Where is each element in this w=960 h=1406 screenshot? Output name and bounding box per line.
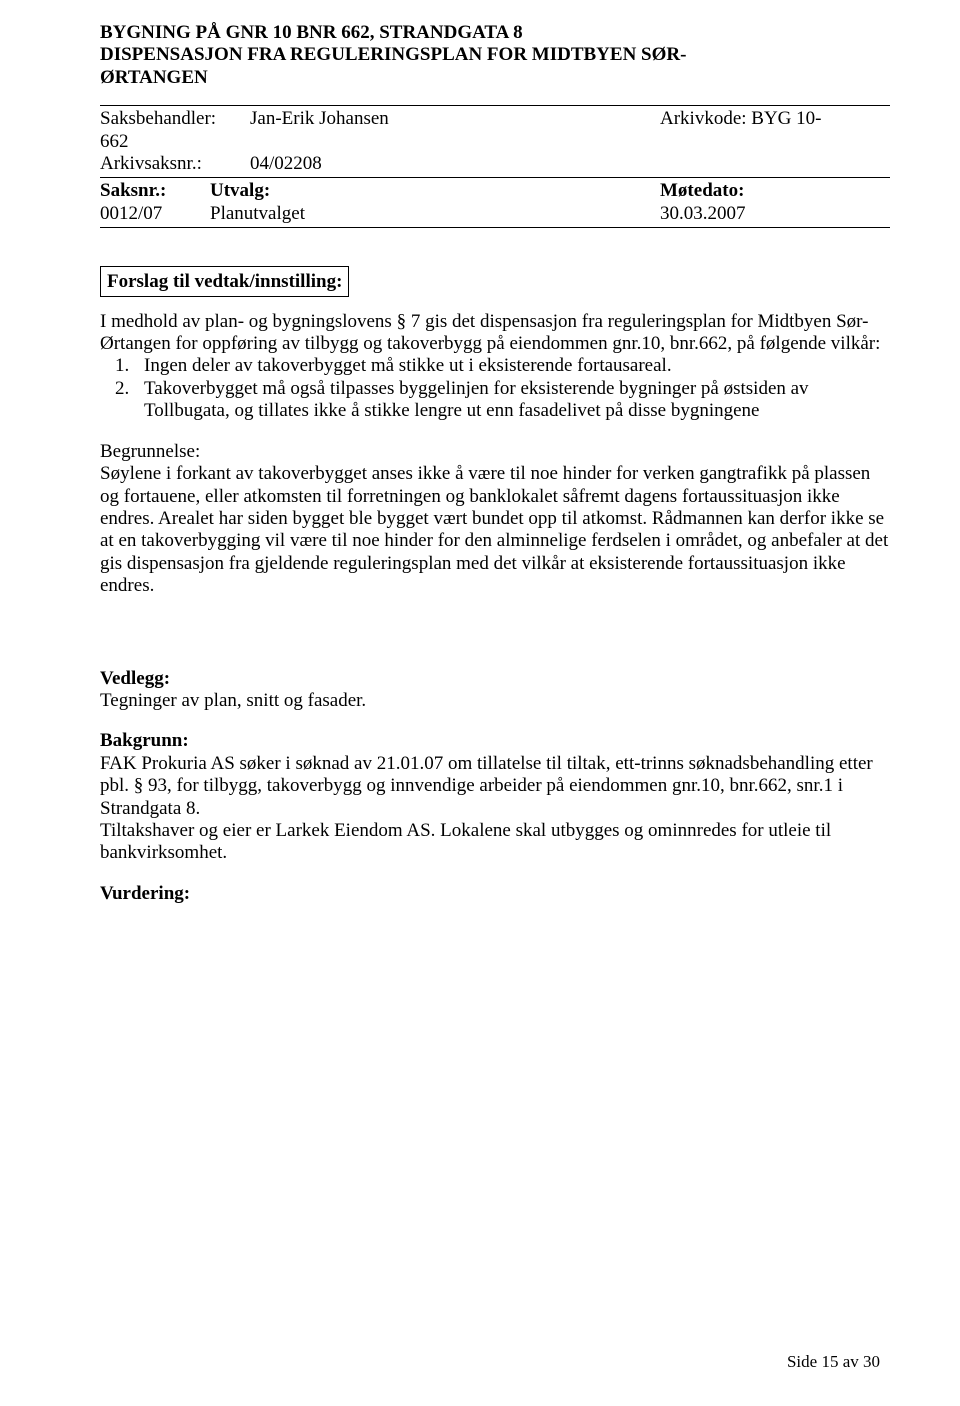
divider-top xyxy=(100,105,890,106)
divider-bottom xyxy=(100,227,890,228)
arkivsaksnr-label: Arkivsaksnr.: xyxy=(100,153,250,175)
row-arkivsaksnr: Arkivsaksnr.: 04/02208 xyxy=(100,153,890,175)
forslag-item-1: Ingen deler av takoverbygget må stikke u… xyxy=(134,355,890,377)
row-headings: Saksnr.: Utvalg: Møtedato: xyxy=(100,180,890,202)
arkivkode-cont: 662 xyxy=(100,131,250,153)
row-arkivkode-cont: 662 xyxy=(100,131,890,153)
forslag-title: Forslag til vedtak/innstilling: xyxy=(107,271,342,292)
row-saksbehandler: Saksbehandler: Jan-Erik Johansen Arkivko… xyxy=(100,108,890,130)
page-footer: Side 15 av 30 xyxy=(787,1352,880,1372)
bakgrunn-title: Bakgrunn: xyxy=(100,730,890,752)
saksbehandler-value: Jan-Erik Johansen xyxy=(250,108,660,130)
doc-title-line3: ØRTANGEN xyxy=(100,67,890,89)
forslag-intro: I medhold av plan- og bygningslovens § 7… xyxy=(100,311,890,356)
saksbehandler-label: Saksbehandler: xyxy=(100,108,250,130)
forslag-title-box: Forslag til vedtak/innstilling: xyxy=(100,266,349,296)
row-values: 0012/07 Planutvalget 30.03.2007 xyxy=(100,203,890,225)
vedlegg-title: Vedlegg: xyxy=(100,668,890,690)
vurdering-title: Vurdering: xyxy=(100,883,890,905)
vedlegg-body: Tegninger av plan, snitt og fasader. xyxy=(100,690,890,712)
begrunnelse-body: Søylene i forkant av takoverbygget anses… xyxy=(100,463,890,597)
begrunnelse-title: Begrunnelse: xyxy=(100,441,890,463)
saksnr-value: 0012/07 xyxy=(100,203,210,225)
bakgrunn-p1: FAK Prokuria AS søker i søknad av 21.01.… xyxy=(100,753,890,820)
forslag-item-2: Takoverbygget må også tilpasses byggelin… xyxy=(134,378,890,423)
arkivsaksnr-value: 04/02208 xyxy=(250,153,660,175)
document-page: BYGNING PÅ GNR 10 BNR 662, STRANDGATA 8 … xyxy=(0,0,960,1406)
motedato-label: Møtedato: xyxy=(660,180,890,202)
divider-mid xyxy=(100,177,890,178)
motedato-value: 30.03.2007 xyxy=(660,203,890,225)
bakgrunn-p2: Tiltakshaver og eier er Larkek Eiendom A… xyxy=(100,820,890,865)
forslag-list: Ingen deler av takoverbygget må stikke u… xyxy=(134,355,890,422)
arkivkode-label: Arkivkode: BYG 10- xyxy=(660,108,890,130)
doc-title-line1: BYGNING PÅ GNR 10 BNR 662, STRANDGATA 8 xyxy=(100,22,890,44)
saksnr-label: Saksnr.: xyxy=(100,180,210,202)
doc-title-line2: DISPENSASJON FRA REGULERINGSPLAN FOR MID… xyxy=(100,44,890,66)
utvalg-value: Planutvalget xyxy=(210,203,660,225)
utvalg-label: Utvalg: xyxy=(210,180,660,202)
